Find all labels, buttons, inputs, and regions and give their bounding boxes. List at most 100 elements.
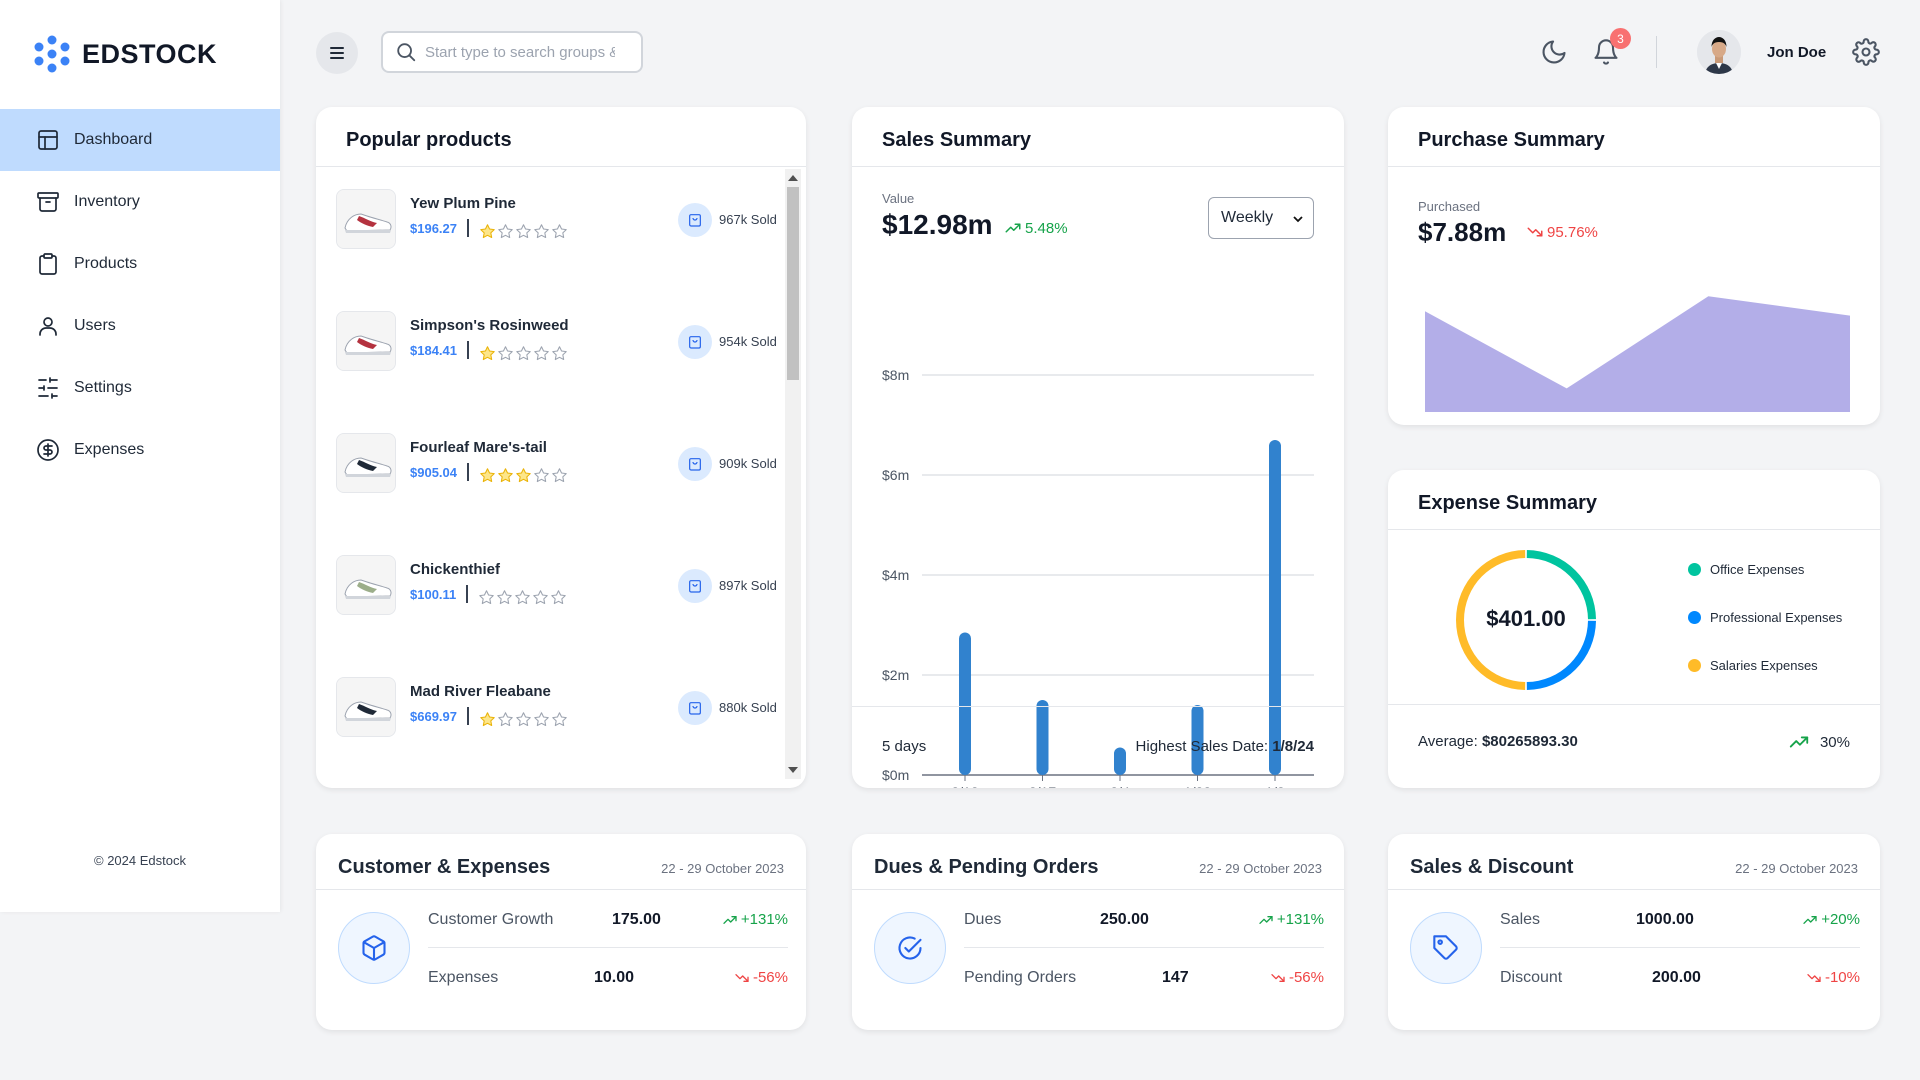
stat-change: +20% bbox=[1821, 911, 1860, 928]
product-row[interactable]: Chickenthief $100.11 897k Sold bbox=[336, 555, 777, 635]
star-icon bbox=[480, 468, 495, 483]
stat-label: Expenses bbox=[428, 969, 499, 986]
card-header: Customer & Expenses 22 - 29 October 2023 bbox=[316, 834, 806, 890]
stat-change: -56% bbox=[1288, 969, 1324, 986]
trending-down-icon bbox=[1271, 973, 1285, 982]
star-icon bbox=[516, 224, 531, 239]
card-footer: Average: $80265893.30 30% bbox=[1388, 704, 1880, 788]
product-name[interactable]: Fourleaf Mare's-tail bbox=[410, 439, 547, 456]
expense-total: $401.00 bbox=[1486, 606, 1566, 631]
purchase-trend: 95.76% bbox=[1526, 223, 1598, 241]
trending-down-icon bbox=[1807, 973, 1821, 982]
tag-icon bbox=[1433, 935, 1458, 960]
product-name[interactable]: Mad River Fleabane bbox=[410, 683, 551, 700]
notification-badge: 3 bbox=[1610, 28, 1631, 49]
sold-count: 954k Sold bbox=[719, 334, 777, 349]
stat-row: Dues 250.00 +131% bbox=[964, 890, 1324, 948]
donut-slice[interactable] bbox=[1526, 550, 1596, 620]
highest-sales-label: Highest Sales Date: bbox=[1135, 738, 1269, 755]
purchased-label: Purchased bbox=[1418, 199, 1481, 214]
bar[interactable] bbox=[1269, 440, 1281, 775]
theme-toggle-button[interactable] bbox=[1538, 36, 1570, 68]
donut-slice[interactable] bbox=[1526, 620, 1596, 690]
stat-value: 1000.00 bbox=[1636, 911, 1694, 928]
separator bbox=[466, 585, 468, 603]
stat-label: Dues bbox=[964, 911, 1002, 928]
search-input[interactable] bbox=[425, 43, 615, 61]
product-price: $196.27 bbox=[410, 221, 457, 236]
legend-label: Professional Expenses bbox=[1710, 610, 1843, 625]
period-select[interactable]: Weekly bbox=[1208, 197, 1314, 239]
product-row[interactable]: Simpson's Rosinweed $184.41 954k Sold bbox=[336, 311, 777, 391]
stat-label: Pending Orders bbox=[964, 969, 1077, 986]
legend-dot bbox=[1688, 563, 1701, 576]
x-tick-label: 2/17 bbox=[1029, 784, 1056, 788]
card-title: Sales & Discount bbox=[1410, 856, 1574, 878]
sold-count: 909k Sold bbox=[719, 456, 777, 471]
star-rating bbox=[479, 345, 569, 362]
product-name[interactable]: Chickenthief bbox=[410, 561, 501, 578]
product-row[interactable]: Fourleaf Mare's-tail $905.04 909k Sold bbox=[336, 433, 777, 513]
bar[interactable] bbox=[1191, 705, 1204, 775]
sidebar-item-expenses[interactable]: Expenses bbox=[0, 419, 280, 481]
y-tick-label: $6m bbox=[882, 467, 909, 483]
card-title: Sales Summary bbox=[882, 129, 1031, 151]
logo-icon bbox=[34, 35, 70, 73]
sliders-icon bbox=[36, 376, 60, 400]
hamburger-icon bbox=[330, 47, 344, 59]
star-icon bbox=[498, 712, 513, 727]
product-row[interactable]: Mad River Fleabane $669.97 880k Sold bbox=[336, 677, 777, 757]
card-title: Customer & Expenses bbox=[338, 856, 551, 878]
notifications-button[interactable]: 3 bbox=[1590, 28, 1631, 68]
trending-up-icon bbox=[723, 915, 737, 924]
product-name[interactable]: Simpson's Rosinweed bbox=[410, 317, 569, 334]
scroll-up-arrow[interactable] bbox=[788, 175, 798, 181]
avatar[interactable] bbox=[1697, 30, 1741, 74]
bar[interactable] bbox=[1036, 700, 1049, 775]
product-image bbox=[336, 311, 396, 371]
trending-down-icon bbox=[1527, 227, 1543, 237]
bar[interactable] bbox=[1114, 747, 1126, 776]
sidebar-item-label: Products bbox=[74, 255, 138, 272]
brand[interactable]: EDSTOCK bbox=[0, 0, 280, 108]
product-price: $669.97 bbox=[410, 709, 457, 724]
clipboard-icon bbox=[36, 252, 60, 276]
sidebar-item-label: Expenses bbox=[74, 441, 145, 458]
bar[interactable] bbox=[959, 632, 971, 776]
shopping-bag-icon bbox=[678, 447, 712, 481]
sidebar-item-users[interactable]: Users bbox=[0, 295, 280, 357]
card-title: Purchase Summary bbox=[1418, 129, 1605, 151]
settings-button[interactable] bbox=[1850, 36, 1882, 68]
stat-row: Pending Orders 147 -56% bbox=[964, 948, 1324, 1006]
star-icon bbox=[516, 468, 531, 483]
product-image bbox=[336, 189, 396, 249]
menu-button[interactable] bbox=[316, 32, 358, 74]
star-icon bbox=[480, 224, 495, 239]
sidebar-item-settings[interactable]: Settings bbox=[0, 357, 280, 419]
card-footer: 5 days Highest Sales Date: 1/8/24 bbox=[852, 706, 1344, 788]
shopping-bag-icon bbox=[678, 569, 712, 603]
product-list[interactable]: Yew Plum Pine $196.27 967k Sold Simpson's R… bbox=[316, 168, 806, 788]
product-name[interactable]: Yew Plum Pine bbox=[410, 195, 516, 212]
donut-slice[interactable] bbox=[1455, 550, 1526, 690]
scroll-down-arrow[interactable] bbox=[788, 767, 798, 773]
star-icon bbox=[498, 468, 513, 483]
user-name[interactable]: Jon Doe bbox=[1767, 44, 1827, 61]
sidebar-item-dashboard[interactable]: Dashboard bbox=[0, 109, 280, 171]
search-box[interactable] bbox=[381, 31, 643, 73]
package-icon bbox=[362, 935, 386, 961]
sidebar-item-products[interactable]: Products bbox=[0, 233, 280, 295]
divider bbox=[1656, 36, 1657, 68]
sidebar-item-inventory[interactable]: Inventory bbox=[0, 171, 280, 233]
check-circle-icon bbox=[898, 936, 922, 960]
dollar-circle-icon bbox=[36, 438, 60, 462]
scrollbar-thumb[interactable] bbox=[787, 187, 799, 380]
star-icon bbox=[516, 346, 531, 361]
separator bbox=[467, 707, 469, 725]
sales-bar-chart: $0m $2m $4m $6m $8m 3/13 2/17 2/4 1/23 1/8 bbox=[882, 367, 1314, 788]
x-tick-label: 1/8 bbox=[1265, 784, 1285, 788]
expense-change: 30% bbox=[1819, 733, 1850, 751]
search-icon bbox=[397, 43, 416, 62]
product-row[interactable]: Yew Plum Pine $196.27 967k Sold bbox=[336, 189, 777, 269]
separator bbox=[467, 219, 469, 237]
